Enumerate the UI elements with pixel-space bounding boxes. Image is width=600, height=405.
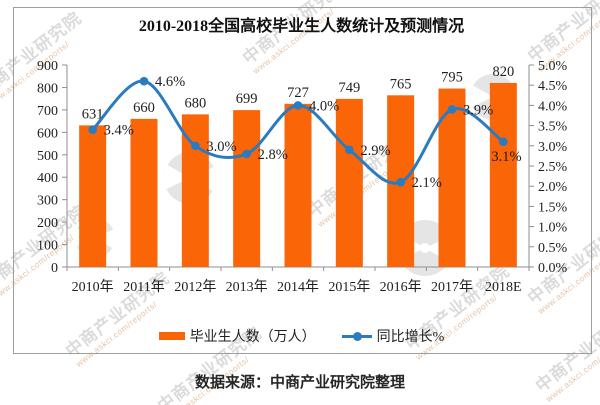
line-marker-dot-icon [352, 331, 362, 341]
legend-item-graduates: 毕业生人数（万人） [158, 326, 316, 346]
growth-value-label: 2.9% [360, 143, 390, 159]
bar [438, 88, 466, 267]
line-series-swatch-icon [341, 331, 372, 341]
bar [284, 103, 312, 267]
x-axis-label: 2014年 [277, 279, 319, 295]
x-axis-label: 2010年 [72, 279, 114, 295]
x-axis-label: 2016年 [380, 279, 422, 295]
bar [181, 114, 209, 267]
growth-value-label: 3.1% [491, 149, 521, 165]
bar-value-label: 820 [492, 64, 514, 80]
growth-value-label: 2.8% [258, 147, 288, 163]
right-axis-tick-label: 4.5% [538, 79, 568, 94]
line-marker [191, 141, 200, 151]
bar-value-label: 699 [236, 91, 258, 107]
right-axis-tick-label: 3.0% [538, 140, 568, 155]
bar [130, 118, 158, 267]
left-axis-tick-label: 400 [37, 171, 58, 186]
legend-label-graduates: 毕业生人数（万人） [189, 330, 316, 345]
left-axis-tick-label: 600 [37, 126, 58, 141]
bar-value-label: 795 [441, 70, 463, 86]
line-marker [396, 177, 405, 187]
bar-value-label: 727 [287, 85, 309, 101]
x-axis-label: 2013年 [226, 279, 268, 295]
left-axis-tick-label: 300 [37, 194, 58, 209]
left-axis-tick-label: 700 [37, 104, 58, 119]
left-axis-tick-label: 900 [37, 59, 58, 74]
right-axis-tick-label: 0.5% [538, 241, 568, 256]
bar-series-swatch-icon [158, 332, 185, 340]
x-axis-label: 2017年 [431, 279, 473, 295]
legend-label-growth: 同比增长% [376, 330, 445, 345]
data-source-caption: 数据来源：中商产业研究院整理 [194, 374, 405, 391]
bar [79, 125, 107, 268]
bar-value-label: 749 [338, 80, 360, 96]
right-axis-tick-label: 2.5% [538, 160, 568, 175]
left-axis-tick-label: 100 [37, 239, 58, 254]
left-axis-tick-label: 500 [37, 149, 58, 164]
bar-value-label: 765 [390, 76, 412, 92]
right-axis-tick-label: 1.5% [538, 200, 568, 215]
line-marker [242, 149, 251, 159]
growth-value-label: 3.4% [104, 123, 134, 139]
right-axis-tick-label: 5.0% [538, 59, 568, 74]
x-axis-label: 2011年 [123, 279, 164, 295]
chart-title: 2010-2018全国高校毕业生人数统计及预测情况 [138, 18, 465, 35]
growth-value-label: 2.1% [412, 175, 442, 191]
bar [489, 82, 517, 267]
growth-value-label: 3.0% [206, 139, 236, 155]
right-axis-tick-label: 0.0% [538, 261, 568, 276]
x-axis-label: 2012年 [174, 279, 216, 295]
bar-value-label: 631 [82, 106, 104, 122]
line-marker [345, 145, 354, 155]
bar-value-label: 680 [184, 95, 206, 111]
right-axis-tick-label: 3.5% [538, 120, 568, 135]
line-marker [293, 101, 303, 110]
bar-value-label: 660 [133, 100, 155, 116]
chart-legend: 毕业生人数（万人） 同比增长% [13, 326, 590, 346]
line-marker [88, 125, 97, 134]
chart-frame [13, 7, 592, 354]
left-axis-tick-label: 200 [37, 216, 58, 231]
right-axis-tick-label: 1.0% [538, 221, 568, 236]
bar [233, 110, 261, 267]
line-marker [499, 137, 508, 147]
legend-item-growth: 同比增长% [341, 326, 445, 346]
growth-value-label: 4.0% [309, 98, 339, 114]
right-axis-tick-label: 4.0% [538, 99, 568, 114]
x-axis-label: 2018E [485, 280, 522, 295]
line-marker [139, 76, 149, 86]
bar [335, 98, 363, 267]
line-marker [447, 105, 457, 114]
growth-value-label: 4.6% [155, 74, 185, 90]
right-axis-tick-label: 2.0% [538, 180, 568, 195]
growth-value-label: 3.9% [463, 102, 493, 118]
x-axis-label: 2015年 [328, 279, 370, 295]
left-axis-tick-label: 0 [51, 261, 58, 276]
left-axis-tick-label: 800 [37, 81, 58, 96]
